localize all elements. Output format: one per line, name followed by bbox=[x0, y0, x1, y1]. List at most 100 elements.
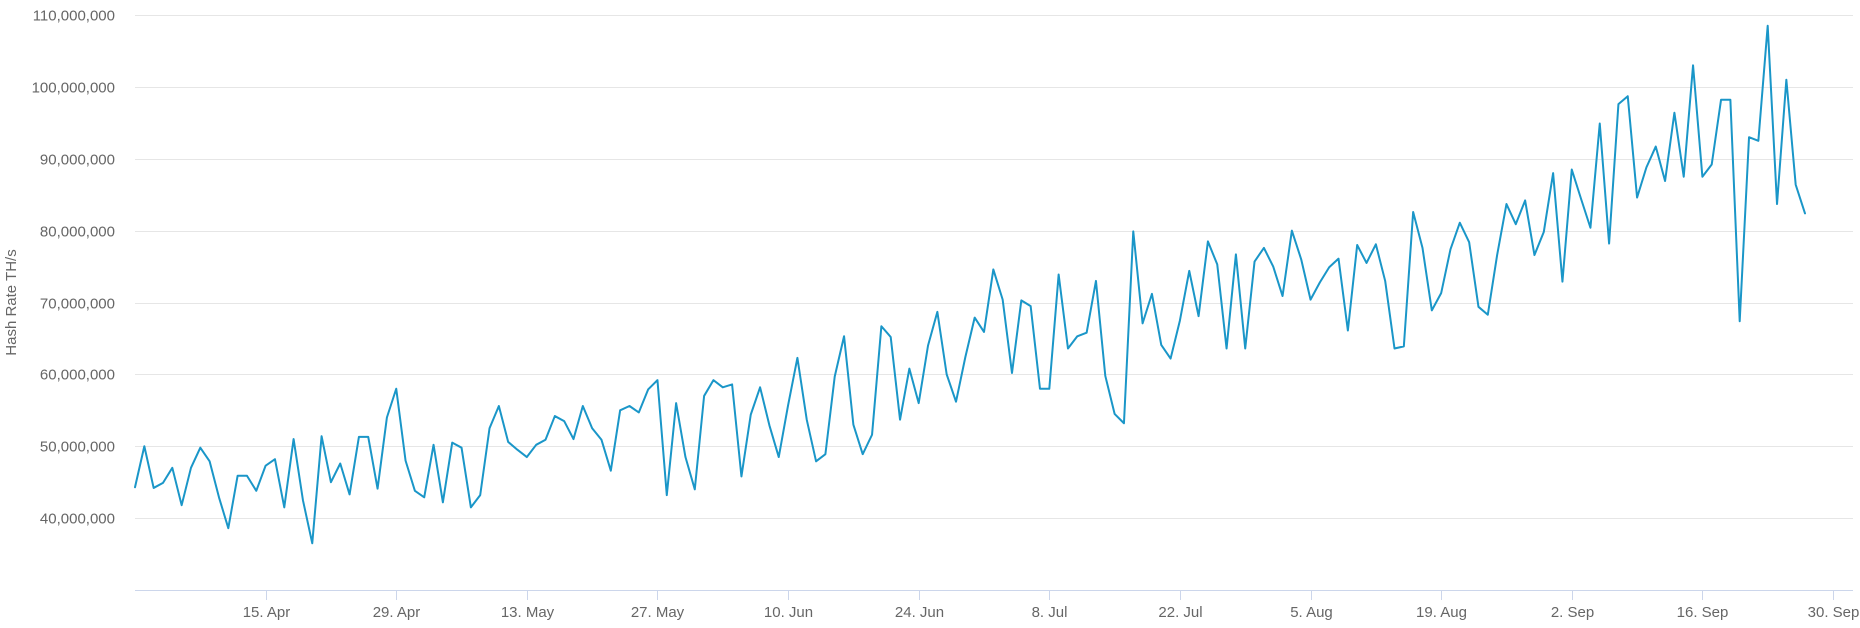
series-layer[interactable] bbox=[132, 23, 1808, 547]
data-point[interactable] bbox=[1737, 318, 1743, 324]
data-point[interactable] bbox=[1028, 303, 1034, 309]
data-point[interactable] bbox=[1419, 245, 1425, 251]
data-point[interactable] bbox=[300, 497, 306, 503]
data-point[interactable] bbox=[1177, 317, 1183, 323]
data-point[interactable] bbox=[1102, 373, 1108, 379]
data-point[interactable] bbox=[309, 540, 315, 546]
data-point[interactable] bbox=[981, 329, 987, 335]
data-point[interactable] bbox=[515, 447, 521, 453]
data-point[interactable] bbox=[841, 333, 847, 339]
data-point[interactable] bbox=[1224, 346, 1230, 352]
data-point[interactable] bbox=[832, 374, 838, 380]
data-point[interactable] bbox=[738, 473, 744, 479]
data-point[interactable] bbox=[617, 407, 623, 413]
data-point[interactable] bbox=[179, 502, 185, 508]
data-point[interactable] bbox=[1606, 241, 1612, 247]
data-point[interactable] bbox=[1093, 278, 1099, 284]
data-point[interactable] bbox=[1802, 210, 1808, 216]
data-point[interactable] bbox=[906, 366, 912, 372]
data-point[interactable] bbox=[543, 437, 549, 443]
series-line[interactable] bbox=[134, 24, 1807, 545]
data-point[interactable] bbox=[1522, 197, 1528, 203]
data-point[interactable] bbox=[225, 525, 231, 531]
data-point[interactable] bbox=[1755, 138, 1761, 144]
data-point[interactable] bbox=[1046, 386, 1052, 392]
data-point[interactable] bbox=[1364, 260, 1370, 266]
data-point[interactable] bbox=[953, 399, 959, 405]
data-point[interactable] bbox=[533, 442, 539, 448]
data-point[interactable] bbox=[253, 488, 259, 494]
data-point[interactable] bbox=[496, 403, 502, 409]
data-point[interactable] bbox=[197, 445, 203, 451]
data-point[interactable] bbox=[1699, 174, 1705, 180]
data-point[interactable] bbox=[1494, 252, 1500, 258]
data-point[interactable] bbox=[487, 425, 493, 431]
data-point[interactable] bbox=[962, 354, 968, 360]
data-point[interactable] bbox=[1774, 201, 1780, 207]
data-point[interactable] bbox=[1214, 261, 1220, 267]
data-point[interactable] bbox=[1690, 62, 1696, 68]
data-point[interactable] bbox=[1615, 101, 1621, 107]
data-point[interactable] bbox=[1457, 220, 1463, 226]
data-point[interactable] bbox=[813, 458, 819, 464]
data-point[interactable] bbox=[570, 436, 576, 442]
data-point[interactable] bbox=[589, 425, 595, 431]
data-point[interactable] bbox=[1765, 23, 1771, 29]
data-point[interactable] bbox=[1261, 245, 1267, 251]
data-point[interactable] bbox=[1587, 225, 1593, 231]
data-point[interactable] bbox=[160, 480, 166, 486]
data-point[interactable] bbox=[1485, 312, 1491, 318]
data-point[interactable] bbox=[934, 309, 940, 315]
data-point[interactable] bbox=[328, 479, 334, 485]
data-point[interactable] bbox=[151, 485, 157, 491]
data-point[interactable] bbox=[440, 499, 446, 505]
data-point[interactable] bbox=[1308, 297, 1314, 303]
data-point[interactable] bbox=[1578, 196, 1584, 202]
data-point[interactable] bbox=[347, 491, 353, 497]
data-point[interactable] bbox=[804, 417, 810, 423]
data-point[interactable] bbox=[925, 343, 931, 349]
data-point[interactable] bbox=[1242, 346, 1248, 352]
data-point[interactable] bbox=[1074, 333, 1080, 339]
data-point[interactable] bbox=[785, 402, 791, 408]
data-point[interactable] bbox=[1065, 346, 1071, 352]
data-point[interactable] bbox=[1018, 297, 1024, 303]
data-point[interactable] bbox=[1000, 297, 1006, 303]
data-point[interactable] bbox=[1541, 229, 1547, 235]
data-point[interactable] bbox=[1718, 97, 1724, 103]
data-point[interactable] bbox=[654, 377, 660, 383]
data-point[interactable] bbox=[1382, 278, 1388, 284]
data-point[interactable] bbox=[1186, 268, 1192, 274]
data-point[interactable] bbox=[263, 463, 269, 469]
data-point[interactable] bbox=[1289, 228, 1295, 234]
data-point[interactable] bbox=[1298, 256, 1304, 262]
data-point[interactable] bbox=[757, 384, 763, 390]
data-point[interactable] bbox=[1662, 178, 1668, 184]
data-point[interactable] bbox=[1317, 279, 1323, 285]
data-point[interactable] bbox=[188, 465, 194, 471]
data-point[interactable] bbox=[1559, 279, 1565, 285]
data-point[interactable] bbox=[365, 434, 371, 440]
data-point[interactable] bbox=[1783, 77, 1789, 83]
data-point[interactable] bbox=[1140, 320, 1146, 326]
data-point[interactable] bbox=[1373, 241, 1379, 247]
data-point[interactable] bbox=[1056, 271, 1062, 277]
data-point[interactable] bbox=[1009, 370, 1015, 376]
data-point[interactable] bbox=[431, 442, 437, 448]
data-point[interactable] bbox=[1410, 209, 1416, 215]
data-point[interactable] bbox=[1709, 162, 1715, 168]
data-point[interactable] bbox=[850, 422, 856, 428]
data-point[interactable] bbox=[748, 412, 754, 418]
data-point[interactable] bbox=[1149, 291, 1155, 297]
data-point[interactable] bbox=[729, 381, 735, 387]
data-point[interactable] bbox=[412, 488, 418, 494]
data-point[interactable] bbox=[132, 484, 138, 490]
data-point[interactable] bbox=[421, 494, 427, 500]
data-point[interactable] bbox=[1597, 121, 1603, 127]
data-point[interactable] bbox=[1466, 239, 1472, 245]
data-point[interactable] bbox=[244, 473, 250, 479]
data-point[interactable] bbox=[1550, 170, 1556, 176]
data-point[interactable] bbox=[281, 504, 287, 510]
data-point[interactable] bbox=[403, 458, 409, 464]
data-point[interactable] bbox=[1746, 134, 1752, 140]
